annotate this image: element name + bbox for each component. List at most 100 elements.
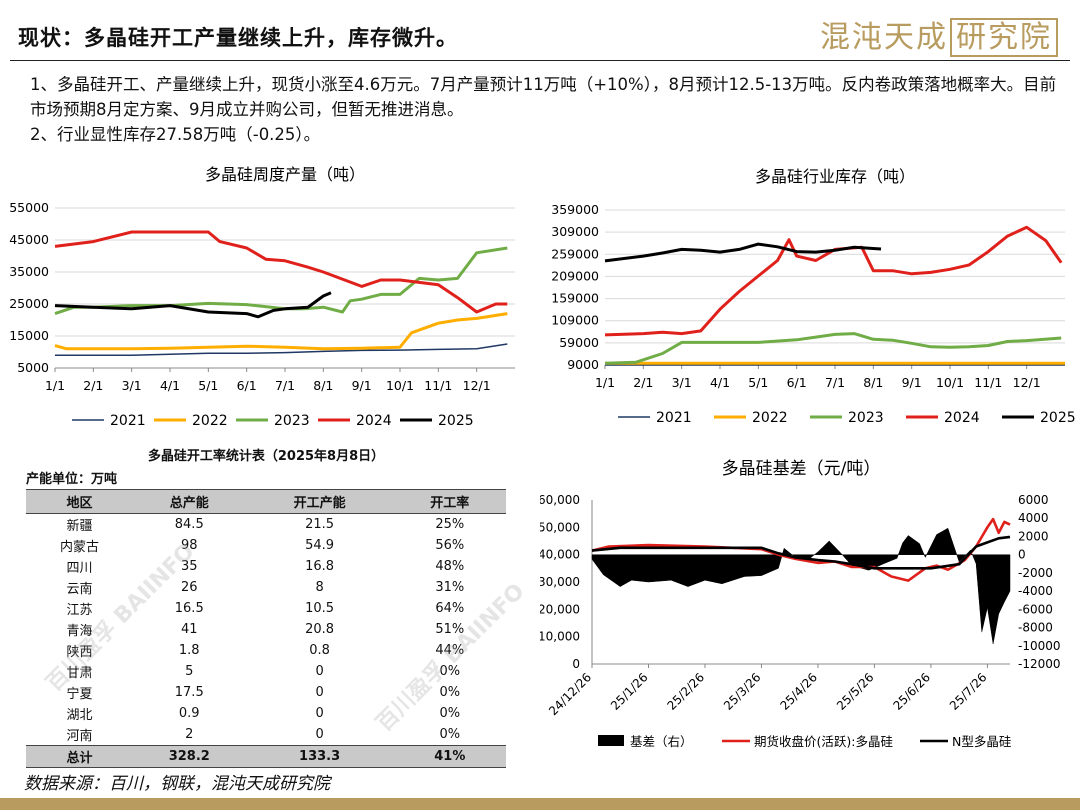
basis-chart: 多晶硅基差（元/吨） 0 10,000 20,000 30,000 40,000 50,00… xyxy=(540,459,1061,749)
series-line-2022 xyxy=(54,312,508,351)
table-cell: 54.9 xyxy=(305,538,335,553)
table-cell: 0% xyxy=(439,727,461,742)
legend-label: 2025 xyxy=(438,413,474,429)
x-tick-label: 25/5/26 xyxy=(834,670,877,713)
table-cell: 35 xyxy=(180,559,198,574)
table-cell: 陕西 xyxy=(66,645,93,660)
y-tick-label: 109000 xyxy=(551,313,599,328)
table-cell: 新疆 xyxy=(66,519,93,534)
table-cell: 84.5 xyxy=(174,517,204,532)
bullet-2: 2、行业显性库存27.58万吨（-0.25）。 xyxy=(30,125,321,144)
table-cell: 56% xyxy=(435,538,465,553)
table-header-cell: 开工产能 xyxy=(245,489,394,514)
table-cell: 0% xyxy=(439,685,461,700)
table-cell: 云南 xyxy=(66,582,93,597)
y-tick-label: 20,000 xyxy=(540,602,580,616)
x-tick-label: 8/1 xyxy=(313,378,333,393)
table-cell: 0% xyxy=(439,664,461,679)
x-tick-label: 5/1 xyxy=(198,378,218,393)
table-cell: 25% xyxy=(435,517,465,532)
table-cell: 64% xyxy=(435,601,465,616)
table-cell: 41 xyxy=(180,622,198,637)
table-cell: 内蒙古 xyxy=(59,540,99,555)
y2-tick-label: -2000 xyxy=(1018,566,1053,580)
table-cell: 2 xyxy=(185,727,194,742)
legend-label: 2023 xyxy=(848,410,884,426)
y-tick-label: 35000 xyxy=(9,264,49,279)
x-tick-label: 3/1 xyxy=(672,375,692,390)
table-cell: 26 xyxy=(180,580,198,595)
y-tick-label: 5000 xyxy=(17,360,49,375)
chart-title: 多晶硅行业库存（吨） xyxy=(755,167,915,186)
x-tick-label: 6/1 xyxy=(787,375,807,390)
table-cell: 31% xyxy=(435,580,465,595)
y-tick-label: 59000 xyxy=(559,335,599,350)
table-row: 青海 41 20.8 51% xyxy=(26,619,506,640)
table-row: 河南 2 0 0% xyxy=(26,724,506,746)
y2-tick-label: 0 xyxy=(1018,548,1026,562)
table-cell: 21.5 xyxy=(305,517,335,532)
y2-tick-label: 6000 xyxy=(1018,493,1049,507)
x-tick-label: 7/1 xyxy=(825,375,845,390)
table-cell: 44% xyxy=(435,643,465,658)
table-cell: 5 xyxy=(185,664,194,679)
table-cell: 河南 xyxy=(66,729,93,744)
x-tick-label: 25/7/26 xyxy=(947,670,990,713)
footer-bar xyxy=(0,798,1080,810)
y2-tick-label: -4000 xyxy=(1018,584,1053,598)
legend-label: 2021 xyxy=(110,413,146,429)
x-tick-label: 10/1 xyxy=(936,375,964,390)
x-tick-label: 25/1/26 xyxy=(608,670,651,713)
legend-label: 2024 xyxy=(356,413,392,429)
legend-label: 2022 xyxy=(192,413,228,429)
production-chart: 多晶硅周度产量（吨） 5000 15000 25000 35000 45000 55000 1… xyxy=(9,165,515,429)
table-cell: 51% xyxy=(435,622,465,637)
table-cell: 0% xyxy=(439,706,461,721)
table-total-cell: 133.3 xyxy=(245,745,394,768)
y2-tick-label: -6000 xyxy=(1018,602,1053,616)
y-tick-label: 45000 xyxy=(9,232,49,247)
inventory-chart: 多晶硅行业库存（吨） 9000 59000 109000 159000 209000 259… xyxy=(551,167,1075,426)
legend-label: 基差（右） xyxy=(630,734,693,749)
table-row: 甘肃 5 0 0% xyxy=(26,661,506,682)
y-tick-label: 259000 xyxy=(551,246,599,261)
series-line-2025 xyxy=(54,291,332,319)
table-cell: 16.8 xyxy=(305,559,335,574)
table-row: 江苏 16.5 10.5 64% xyxy=(26,598,506,619)
brand-box: 研究院 xyxy=(950,18,1058,57)
x-tick-label: 7/1 xyxy=(275,378,295,393)
brand-name: 混沌天成 xyxy=(820,20,948,55)
y-tick-label: 9000 xyxy=(567,357,599,372)
y2-tick-label: -10000 xyxy=(1018,639,1061,653)
table-cell: 宁夏 xyxy=(66,687,93,702)
x-tick-label: 9/1 xyxy=(352,378,372,393)
table-total-cell: 328.2 xyxy=(132,745,246,768)
y-tick-label: 15000 xyxy=(9,328,49,343)
x-tick-label: 25/2/26 xyxy=(664,670,707,713)
table-cell: 四川 xyxy=(66,561,93,576)
table-cell: 0.8 xyxy=(309,643,330,658)
y-tick-label: 50,000 xyxy=(540,520,580,534)
table-cell: 16.5 xyxy=(174,601,204,616)
data-source: 数据来源：百川，钢联，混沌天成研究院 xyxy=(24,774,330,794)
x-tick-label: 24/12/26 xyxy=(546,670,594,718)
chart-title: 多晶硅周度产量（吨） xyxy=(205,165,365,184)
x-tick-label: 12/1 xyxy=(463,378,491,393)
x-tick-label: 1/1 xyxy=(45,378,65,393)
table-cell: 20.8 xyxy=(305,622,335,637)
table-total-cell: 总计 xyxy=(26,745,133,768)
table-row: 陕西 1.8 0.8 44% xyxy=(26,640,506,661)
table-cell: 青海 xyxy=(66,624,93,639)
table-cell: 甘肃 xyxy=(66,666,93,681)
legend-label: 期货收盘价(活跃):多晶硅 xyxy=(754,734,893,749)
table-cell: 0 xyxy=(315,664,324,679)
y-tick-label: 359000 xyxy=(551,202,599,217)
y-tick-label: 159000 xyxy=(551,291,599,306)
series-line-2023 xyxy=(54,246,508,316)
y2-tick-label: -12000 xyxy=(1018,657,1061,671)
x-tick-label: 12/1 xyxy=(1013,375,1041,390)
x-tick-label: 4/1 xyxy=(710,375,730,390)
y-tick-label: 60,000 xyxy=(540,493,580,507)
x-tick-label: 2/1 xyxy=(83,378,103,393)
x-tick-label: 25/3/26 xyxy=(721,670,764,713)
